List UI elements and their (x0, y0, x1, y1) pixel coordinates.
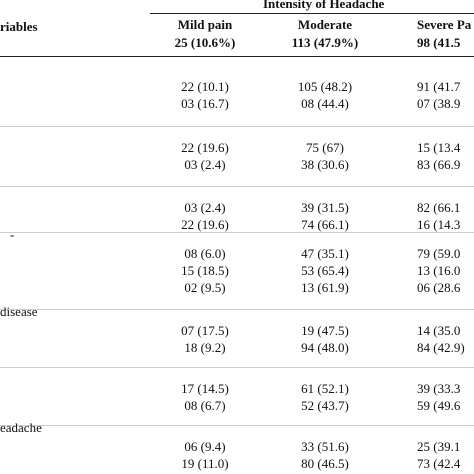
cell: 06 (28.6 (417, 280, 461, 295)
group-rule (150, 13, 474, 14)
cell: 83 (66.9 (417, 157, 461, 172)
cell: 47 (35.1) (301, 246, 349, 261)
column-count: 113 (47.9%) (291, 35, 359, 50)
cell: 07 (38.9 (417, 96, 461, 111)
cell: 15 (18.5) (181, 263, 229, 278)
cell: 18 (9.2) (184, 340, 226, 355)
group-title: Intensity of Headache (263, 0, 385, 11)
block-rule (0, 367, 474, 368)
header-rule (0, 56, 474, 57)
cell: 14 (35.0 (417, 323, 461, 338)
cell: 39 (31.5) (301, 200, 349, 215)
cell: 08 (44.4) (301, 96, 349, 111)
block-rule (0, 232, 474, 233)
cell: 75 (67) (306, 140, 344, 155)
cell: 105 (48.2) (297, 79, 353, 94)
cell: 07 (17.5) (181, 323, 229, 338)
column-name: Mild pain (177, 17, 233, 32)
cell: 84 (42.9) (417, 340, 465, 355)
cell: 74 (66.1) (301, 217, 349, 232)
block-rule (0, 126, 474, 127)
cell: 25 (39.1 (417, 439, 461, 454)
column-name: Moderate (297, 17, 353, 32)
cell: 13 (61.9) (301, 280, 349, 295)
cell: 22 (19.6) (181, 140, 229, 155)
cell: 80 (46.5) (301, 456, 349, 471)
cell: 08 (6.0) (184, 246, 226, 261)
cell: 91 (41.7 (417, 79, 461, 94)
block-rule (0, 309, 474, 310)
cell: 03 (2.4) (184, 200, 226, 215)
cell: 22 (19.6) (181, 217, 229, 232)
cell: 73 (42.4 (417, 456, 461, 471)
block-label: - (10, 227, 15, 242)
column-count: 25 (10.6%) (174, 35, 236, 50)
cell: 33 (51.6) (301, 439, 349, 454)
cell: 13 (16.0 (417, 263, 461, 278)
cell: 59 (49.6 (417, 398, 461, 413)
cell: 08 (6.7) (184, 398, 226, 413)
cell: 19 (11.0) (181, 456, 229, 471)
cell: 82 (66.1 (417, 200, 461, 215)
cell: 61 (52.1) (301, 381, 349, 396)
column-name: Severe Pa (417, 17, 472, 32)
variables-label: riables (0, 19, 38, 34)
cell: 79 (59.0 (417, 246, 461, 261)
cell: 06 (9.4) (184, 439, 226, 454)
cell: 17 (14.5) (181, 381, 229, 396)
cell: 52 (43.7) (301, 398, 349, 413)
cell: 38 (30.6) (301, 157, 349, 172)
block-label: disease (0, 304, 38, 319)
cell: 19 (47.5) (301, 323, 349, 338)
cell: 02 (9.5) (184, 280, 226, 295)
cell: 39 (33.3 (417, 381, 461, 396)
cell: 03 (16.7) (181, 96, 229, 111)
cell: 22 (10.1) (181, 79, 229, 94)
cell: 03 (2.4) (184, 157, 226, 172)
column-count: 98 (41.5 (417, 35, 461, 50)
block-rule (0, 186, 474, 187)
cell: 94 (48.0) (301, 340, 349, 355)
block-label: eadache (0, 420, 42, 435)
cell: 16 (14.3 (417, 217, 461, 232)
cell: 15 (13.4 (417, 140, 461, 155)
block-rule (0, 425, 474, 426)
cell: 53 (65.4) (301, 263, 349, 278)
